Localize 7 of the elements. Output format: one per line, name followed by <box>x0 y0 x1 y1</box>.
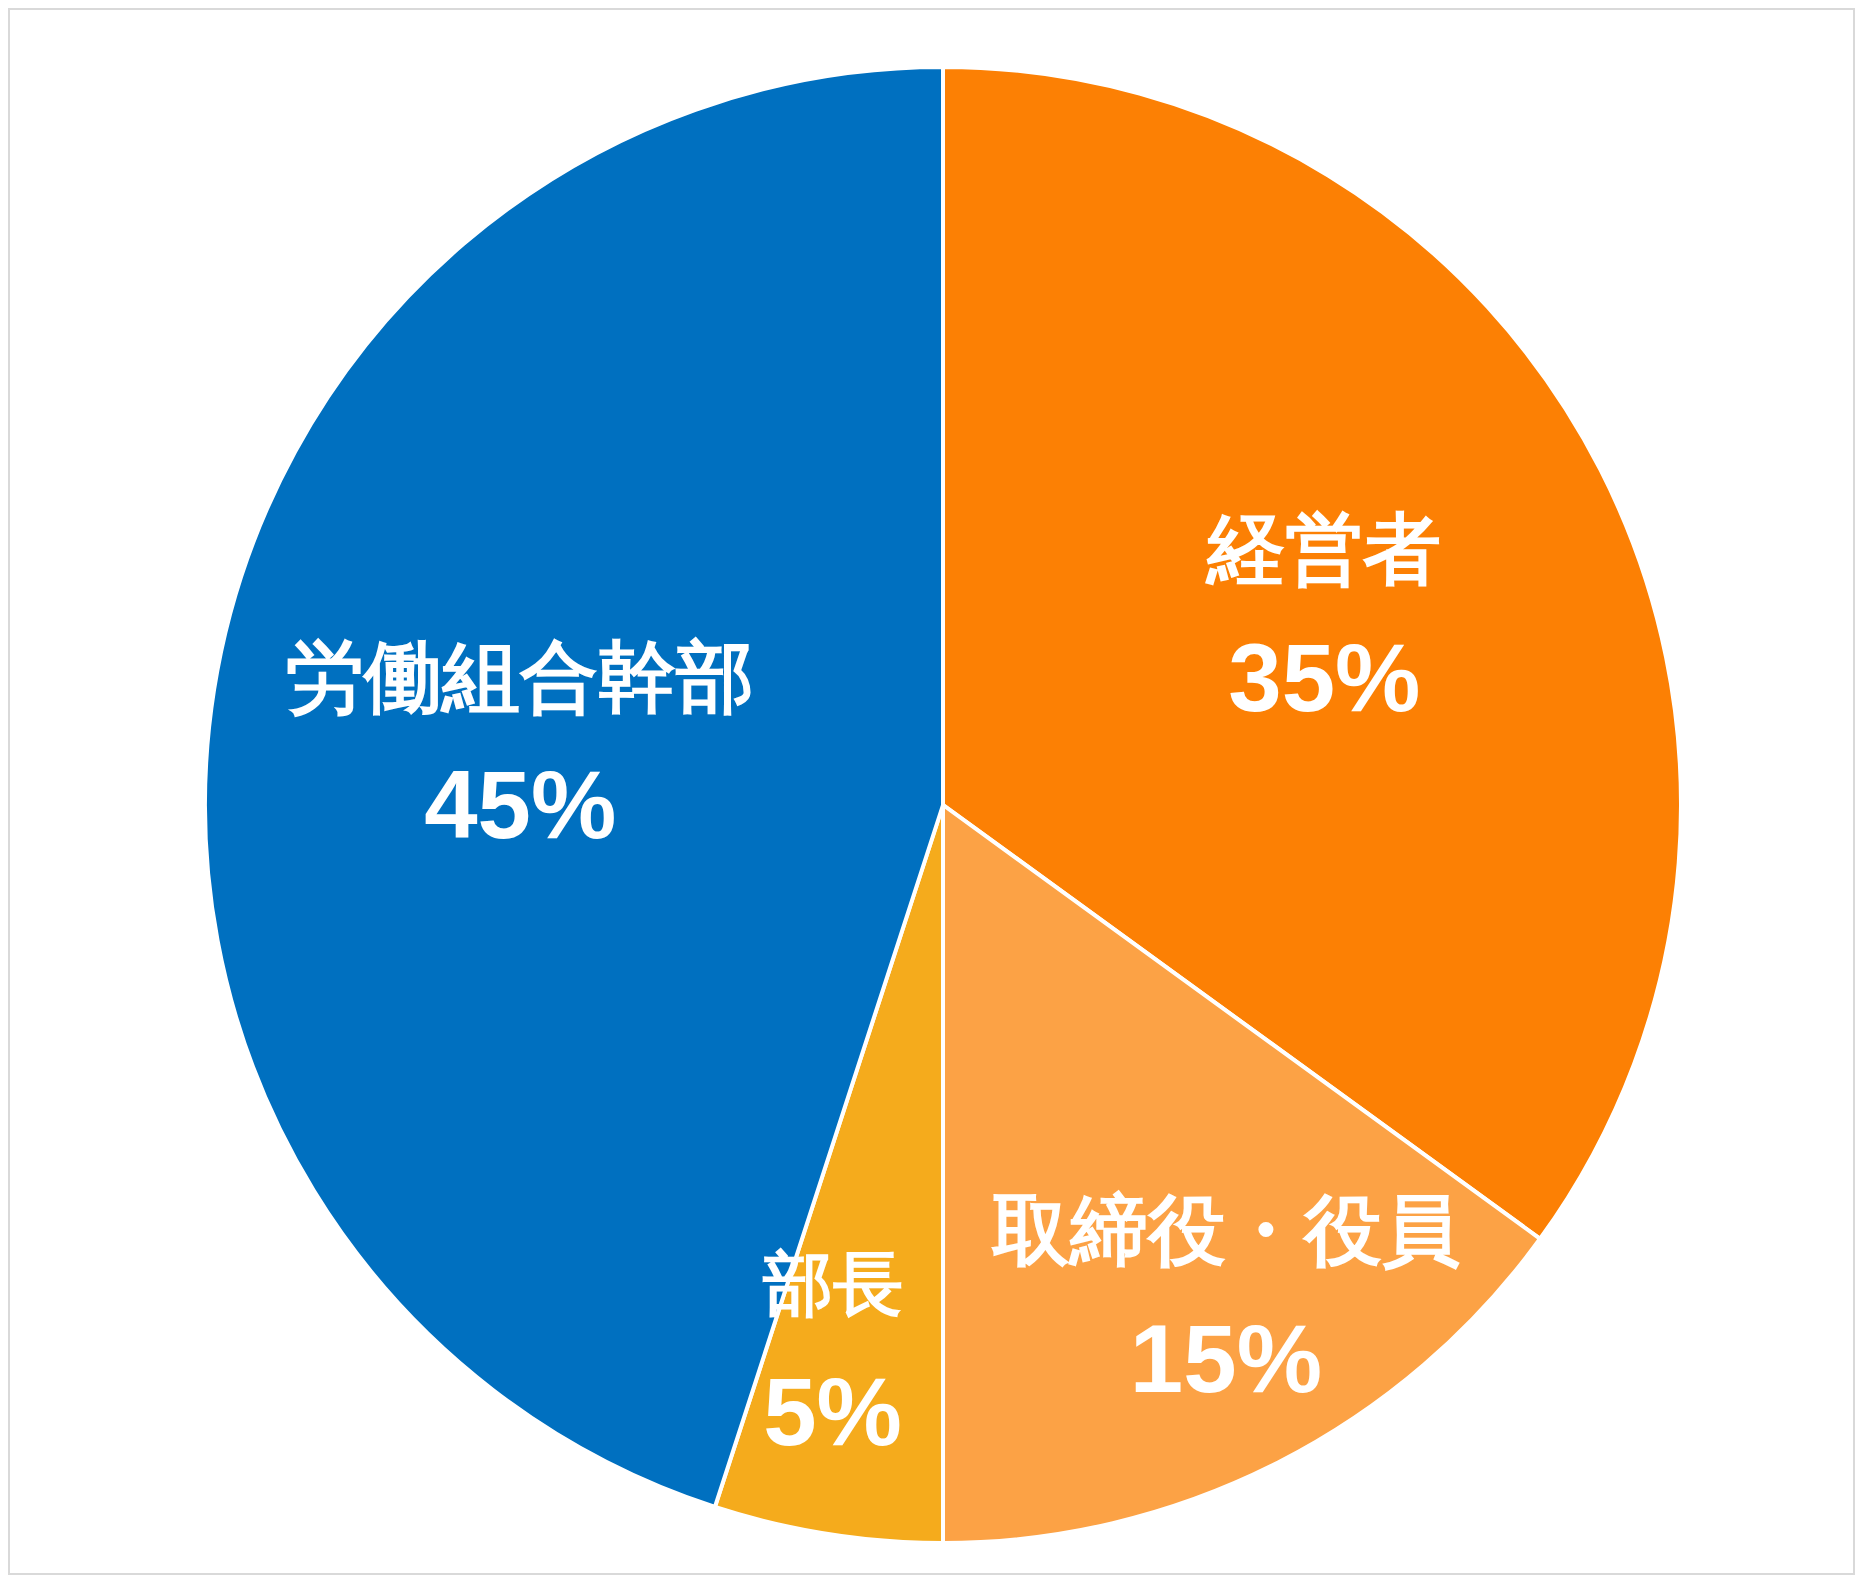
data-label: 45% <box>424 751 617 859</box>
data-label: 5% <box>763 1357 902 1465</box>
slice-label: 経営者 <box>1205 505 1442 594</box>
data-label: 15% <box>1129 1304 1322 1412</box>
slice-label: 労働組合幹部 <box>286 632 755 721</box>
data-label: 35% <box>1228 624 1421 732</box>
slice-label: 取締役・役員 <box>990 1186 1460 1275</box>
